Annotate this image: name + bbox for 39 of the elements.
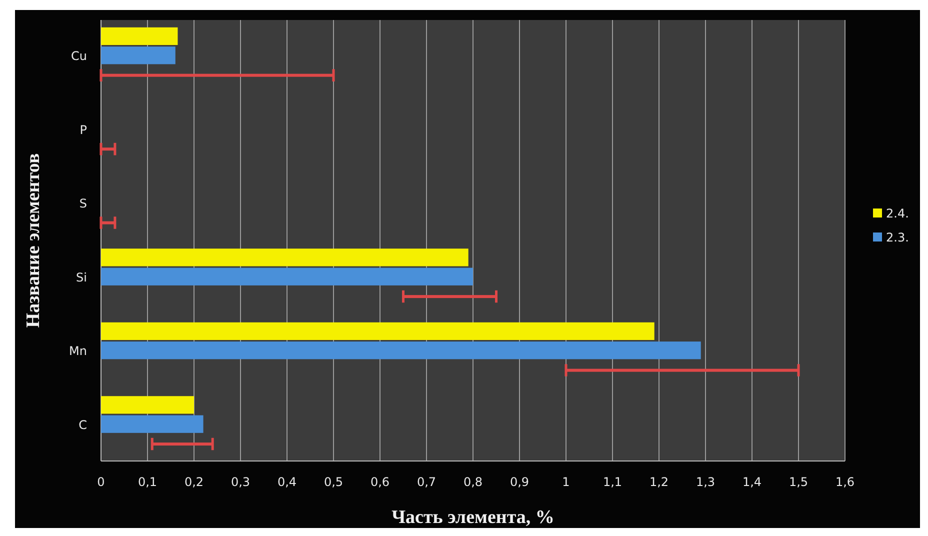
x-tick-label: 1,6	[835, 475, 855, 489]
bar	[403, 295, 496, 298]
x-tick-label: 1,5	[788, 475, 808, 489]
y-tick-label: Cu	[71, 49, 87, 64]
legend-label: 2.4.	[886, 206, 909, 220]
bar	[566, 368, 798, 372]
bar	[101, 268, 473, 286]
x-tick-label: 0,9	[510, 475, 530, 489]
y-tick-label: Si	[76, 270, 87, 284]
x-tick-label: 1,2	[649, 475, 669, 489]
x-tick-label: 1,3	[696, 475, 716, 489]
x-tick-label: 0,5	[324, 475, 344, 489]
x-tick-label: 0,8	[463, 475, 483, 489]
bar	[101, 415, 204, 433]
bar	[101, 248, 468, 266]
y-tick-label: S	[79, 196, 87, 211]
x-tick-label: 1,4	[742, 475, 762, 489]
x-tick-label: 0,2	[184, 475, 204, 489]
bar	[101, 27, 178, 46]
x-tick-label: 0,3	[230, 475, 250, 489]
x-tick-label: 0,6	[370, 475, 390, 489]
x-axis-title: Часть элемента, %	[392, 507, 554, 528]
bar	[101, 396, 194, 414]
bar	[152, 442, 213, 446]
x-tick-label: 0,1	[138, 475, 158, 489]
y-axis-title: Название элементов	[23, 153, 44, 328]
x-tick-label: 0,7	[416, 475, 436, 489]
y-tick-label: C	[78, 418, 87, 432]
y-tick-label: P	[80, 122, 87, 137]
x-tick-label: 0	[97, 475, 105, 489]
bar	[101, 74, 334, 77]
x-tick-label: 1,1	[602, 475, 622, 489]
x-tick-label: 1	[562, 475, 570, 489]
bar	[101, 342, 701, 360]
y-tick-label: Mn	[69, 344, 87, 358]
x-tick-label: 0,4	[277, 475, 297, 489]
bar	[101, 322, 654, 340]
bar	[101, 46, 176, 64]
legend-label: 2.3.	[886, 230, 909, 244]
